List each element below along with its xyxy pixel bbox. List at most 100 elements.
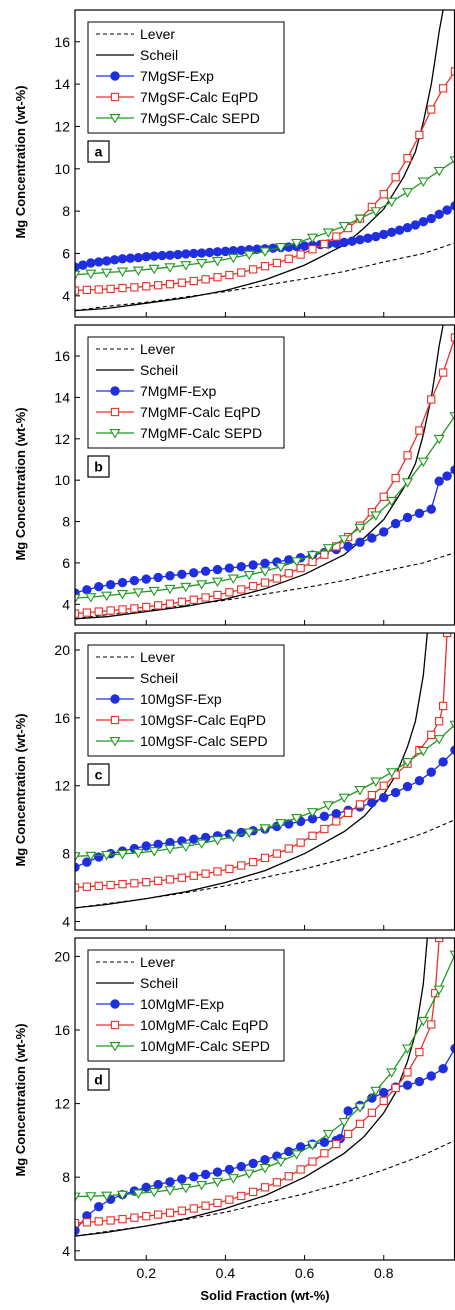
data-point <box>82 285 92 295</box>
data-point <box>153 876 163 885</box>
data-point <box>427 105 436 114</box>
data-point <box>390 787 401 798</box>
data-point <box>449 412 455 422</box>
data-point <box>426 213 436 224</box>
series-scheil <box>75 938 428 1237</box>
data-point <box>338 535 350 545</box>
data-point <box>130 1213 139 1222</box>
data-point <box>148 847 160 857</box>
y-axis-label-d: Mg Concentration (wt-%) <box>13 1023 28 1176</box>
data-point <box>82 857 92 867</box>
series-scheil <box>75 325 444 620</box>
y-tick-label-b: 16 <box>54 348 70 364</box>
data-point <box>322 544 334 554</box>
data-point <box>82 1218 92 1227</box>
data-point <box>332 542 341 551</box>
data-point <box>272 574 282 583</box>
data-point <box>106 606 115 615</box>
data-point <box>196 580 208 590</box>
data-point <box>426 1071 436 1081</box>
data-point <box>386 227 397 238</box>
data-point <box>248 265 258 274</box>
data-point <box>236 245 246 256</box>
data-point <box>237 1191 246 1201</box>
panel-label-text: b <box>94 459 103 475</box>
series-line <box>75 1048 455 1232</box>
y-tick-label-d: 16 <box>54 1022 70 1038</box>
data-point <box>181 249 191 259</box>
panel-c: 4 8 12 16 20 Lever Scheil 10MgSF-Exp 10MgSF-Calc… <box>54 632 455 931</box>
data-point <box>320 1149 329 1158</box>
data-point <box>260 1155 270 1165</box>
panel-label-box <box>87 140 110 163</box>
data-point <box>403 1068 412 1077</box>
legend-label: Scheil <box>140 362 178 378</box>
data-point <box>213 867 222 876</box>
data-point <box>200 1169 211 1180</box>
data-point <box>371 231 381 242</box>
data-point <box>299 241 310 251</box>
data-point <box>394 225 405 235</box>
data-point <box>343 1129 353 1139</box>
y-tick-label-a: 4 <box>62 288 70 304</box>
data-point <box>164 844 176 855</box>
data-point <box>367 790 377 800</box>
data-point <box>379 1087 389 1098</box>
legend-label: Scheil <box>140 670 178 686</box>
data-point <box>275 562 287 573</box>
series-10mgsf-calc-eqpd <box>75 633 452 892</box>
data-point <box>379 492 388 501</box>
data-point <box>296 250 305 259</box>
data-point <box>189 276 198 286</box>
y-tick-label-b: 10 <box>54 472 70 488</box>
data-point <box>243 1169 255 1180</box>
data-point <box>243 828 255 838</box>
data-point <box>248 1187 258 1197</box>
series-7mgsf-calc-sepd <box>75 156 455 281</box>
data-point <box>153 1179 163 1190</box>
data-point <box>367 533 377 543</box>
data-point <box>132 588 144 598</box>
data-point <box>164 584 176 595</box>
panel-label-box <box>87 455 110 478</box>
data-point <box>243 250 255 261</box>
series-lever <box>75 242 455 312</box>
data-point <box>449 720 455 731</box>
data-point <box>367 1108 377 1117</box>
plot-area-d <box>75 938 455 1237</box>
data-point <box>165 280 175 289</box>
legend-marker <box>109 114 121 124</box>
data-point <box>291 1150 303 1160</box>
data-point <box>153 1210 163 1219</box>
data-point <box>85 593 97 603</box>
data-point <box>85 269 97 280</box>
data-point <box>106 880 115 890</box>
y-tick-label-d: 4 <box>62 1243 70 1259</box>
data-point <box>367 1093 377 1103</box>
data-point <box>141 841 151 851</box>
plot-area-a <box>75 10 455 312</box>
data-point <box>296 1165 305 1174</box>
data-point <box>101 256 112 266</box>
data-point <box>142 282 151 291</box>
data-point <box>418 217 429 227</box>
data-point <box>391 1083 400 1093</box>
data-point <box>211 577 224 588</box>
data-point <box>379 1096 388 1105</box>
data-point <box>331 809 341 819</box>
data-point <box>165 875 175 884</box>
x-tick-label: 0.4 <box>216 1265 236 1281</box>
data-point <box>260 578 270 587</box>
data-point <box>212 564 223 575</box>
series-scheil <box>75 10 444 312</box>
data-point <box>142 602 151 612</box>
data-point <box>116 590 129 600</box>
y-tick-label-d: 20 <box>54 948 70 964</box>
data-point <box>402 512 413 523</box>
y-tick-label-c: 12 <box>54 778 70 794</box>
data-point <box>157 250 167 261</box>
data-point <box>200 566 211 576</box>
data-point <box>75 594 81 604</box>
data-point <box>308 245 317 254</box>
x-tick-label: 0.6 <box>295 1265 315 1281</box>
